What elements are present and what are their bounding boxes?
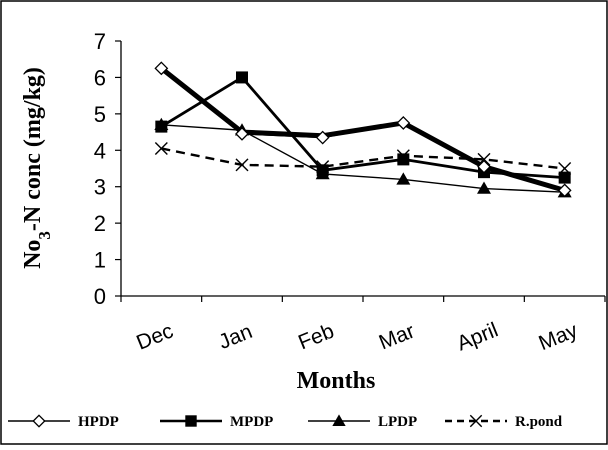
y-tick-label: 4: [94, 138, 106, 163]
series-line-lpdp: [161, 124, 565, 193]
y-tick-label: 6: [94, 65, 106, 90]
legend-marker-lpdp: [332, 414, 346, 426]
legend-label-hpdp: HPDP: [78, 414, 119, 430]
data-point-hpdp: [477, 159, 491, 174]
legend-label-mpdp: MPDP: [230, 414, 273, 430]
y-axis-title-subscript: 3: [35, 231, 54, 240]
series-line-r-pond: [161, 147, 565, 170]
legend-item-mpdp: MPDP: [160, 414, 273, 430]
y-tick-label: 1: [94, 248, 106, 273]
series-r-pond: [154, 141, 572, 175]
legend-marker-r-pond: [469, 414, 483, 428]
legend-item-lpdp: LPDP: [308, 414, 417, 430]
data-point-r-pond: [477, 152, 491, 166]
legend: HPDP MPDP LPDP R.pond: [8, 414, 563, 430]
x-axis-title: Months: [297, 368, 376, 394]
data-point-lpdp: [477, 181, 491, 194]
data-point-mpdp: [155, 120, 168, 133]
data-point-hpdp: [154, 61, 169, 76]
y-tick-label: 5: [94, 102, 106, 127]
y-tick-label: 2: [94, 211, 106, 236]
series-line-mpdp: [160, 76, 565, 180]
series-layer: [154, 61, 572, 198]
data-point-hpdp: [396, 116, 411, 130]
series-hpdp: [154, 61, 572, 198]
y-tick-label: 7: [94, 29, 106, 54]
data-point-r-pond: [396, 149, 410, 163]
legend-label-lpdp: LPDP: [378, 414, 417, 430]
y-axis-title-rest: -N conc (mg/kg): [20, 67, 46, 231]
data-point-r-pond: [235, 158, 249, 172]
series-line-hpdp: [160, 67, 565, 192]
legend-label-r-pond: R.pond: [515, 414, 563, 430]
data-point-hpdp: [557, 183, 572, 198]
data-point-lpdp: [396, 172, 411, 185]
data-point-r-pond: [154, 141, 168, 155]
legend-item-hpdp: HPDP: [8, 414, 119, 430]
y-tick-label: 0: [94, 284, 106, 309]
y-axis-title: No3-N conc (mg/kg): [20, 67, 54, 269]
y-axis-title-main: No: [20, 240, 46, 269]
legend-marker-hpdp: [32, 414, 46, 428]
y-tick-label: 3: [94, 175, 106, 200]
data-point-r-pond: [316, 160, 330, 174]
data-point-hpdp: [235, 126, 249, 141]
data-point-hpdp: [315, 130, 330, 145]
data-point-mpdp: [558, 171, 571, 184]
series-mpdp: [155, 71, 571, 184]
data-point-r-pond: [558, 162, 572, 175]
legend-marker-mpdp: [185, 415, 197, 427]
data-point-mpdp: [236, 71, 248, 84]
legend-item-r-pond: R.pond: [445, 414, 563, 430]
